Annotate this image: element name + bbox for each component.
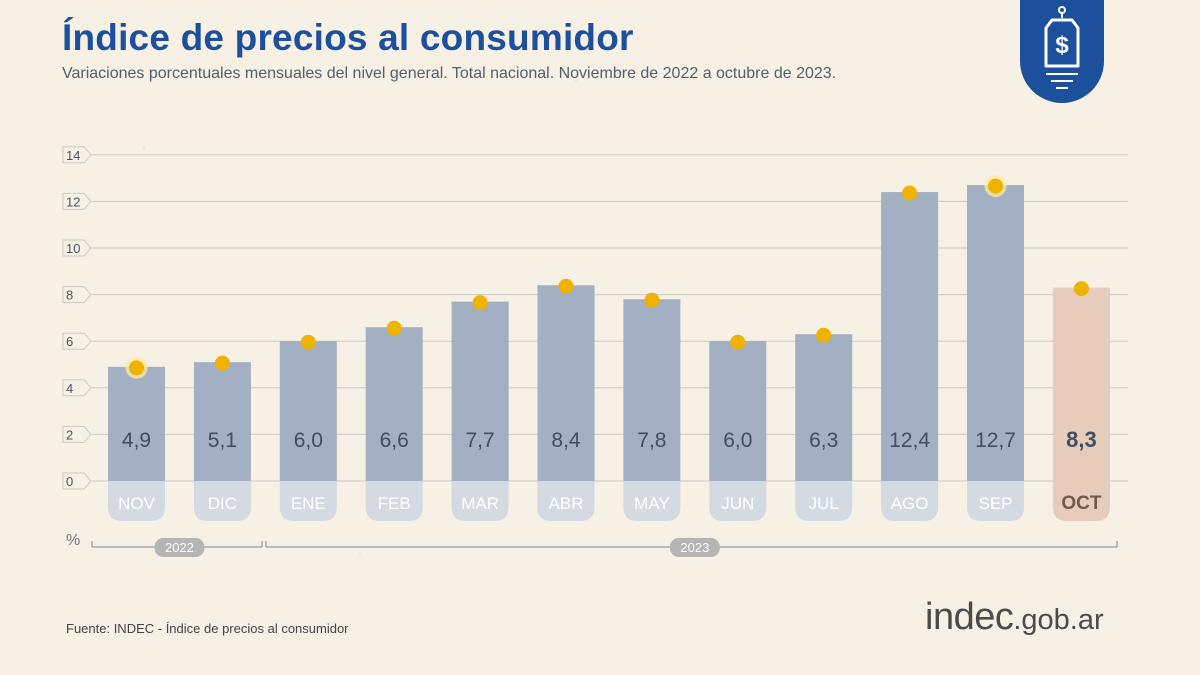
- month-label: SEP: [978, 494, 1012, 513]
- logo-symbol: $: [1055, 32, 1069, 59]
- month-pill: [451, 481, 509, 521]
- month-pill: [795, 481, 853, 521]
- month-label: OCT: [1061, 493, 1102, 514]
- source-note: Fuente: INDEC - Índice de precios al con…: [66, 621, 349, 636]
- gridlines: 0 2 4 6 8 10 12 14: [62, 146, 1128, 490]
- bar: [451, 301, 509, 481]
- bar: [623, 299, 681, 481]
- y-tick-label: 8: [66, 288, 73, 303]
- bar: [1052, 287, 1110, 481]
- bar: [709, 341, 767, 481]
- month-label: NOV: [118, 494, 156, 513]
- month-pill: [709, 481, 767, 521]
- data-marker: [300, 334, 316, 350]
- y-tick-marker: [62, 192, 92, 210]
- month-pill: [881, 481, 939, 521]
- bar: [795, 334, 853, 481]
- value-label: 8,4: [551, 429, 581, 452]
- brand-main: indec: [925, 596, 1014, 638]
- page-subtitle: Variaciones porcentuales mensuales del n…: [62, 65, 837, 82]
- year-groups: 2022 2023: [91, 538, 1118, 557]
- logo-svg: $: [1044, 6, 1080, 89]
- month-pill: [537, 481, 595, 521]
- month-pill: [193, 481, 251, 521]
- bar: [537, 285, 595, 481]
- month-label: JUL: [809, 494, 839, 513]
- month-pill: [623, 481, 681, 521]
- data-marker: [386, 320, 402, 336]
- bar: [365, 327, 423, 481]
- month-pill: [365, 481, 423, 521]
- month-label: MAR: [461, 494, 499, 513]
- month-labels: NOV DIC ENE FEB MAR ABR MAY JUN JUL AGO SEP OCT: [108, 481, 1110, 521]
- value-label: 12,7: [975, 429, 1016, 452]
- y-tick-label: 4: [66, 381, 73, 396]
- data-marker: [1073, 281, 1089, 297]
- data-marker: [816, 327, 832, 343]
- y-tick-marker: [62, 239, 92, 257]
- data-marker: [214, 355, 230, 371]
- value-label: 6,0: [294, 429, 323, 452]
- y-tick-label: 12: [66, 194, 80, 209]
- bar: [108, 366, 165, 481]
- value-label: 4,9: [122, 429, 151, 452]
- data-marker: [558, 278, 574, 294]
- year-pill: [154, 538, 205, 557]
- y-tick-label: 6: [66, 334, 73, 349]
- month-label: JUN: [721, 494, 754, 513]
- month-pill: [1052, 481, 1110, 521]
- month-pill: [967, 481, 1024, 521]
- data-marker: [129, 360, 144, 376]
- bar: [881, 192, 939, 481]
- month-pill: [279, 481, 337, 521]
- month-label: ENE: [291, 494, 326, 513]
- data-marker: [472, 295, 488, 311]
- bar: [193, 362, 251, 481]
- month-label: AGO: [891, 494, 929, 513]
- value-label: 6,3: [809, 429, 838, 452]
- year-pill: [669, 538, 720, 557]
- value-label: 8,3: [1066, 427, 1097, 452]
- y-tick-marker: [62, 425, 92, 443]
- month-label: MAY: [634, 494, 670, 513]
- month-pill: [108, 481, 165, 521]
- y-tick-marker: [62, 332, 92, 350]
- y-tick-marker: [62, 379, 92, 397]
- y-unit-label: %: [66, 532, 80, 549]
- month-label: FEB: [378, 494, 411, 513]
- y-tick-label: 14: [66, 148, 80, 163]
- bars: [108, 185, 1110, 481]
- page-title: Índice de precios al consumidor: [62, 17, 634, 58]
- value-label: 6,0: [723, 429, 752, 452]
- y-tick-marker: [62, 472, 92, 490]
- data-marker: [988, 178, 1003, 194]
- value-label: 5,1: [208, 429, 237, 452]
- y-tick-marker: [62, 286, 92, 304]
- value-label: 7,8: [637, 429, 666, 452]
- value-label: 12,4: [889, 429, 930, 452]
- markers: [125, 175, 1089, 379]
- value-labels: 4,9 5,1 6,0 6,6 7,7 8,4 7,8 6,0 6,3 12,4 12,7 8,3: [122, 427, 1097, 452]
- year-label: 2022: [165, 540, 194, 555]
- brand-domain: .gob.ar: [1013, 604, 1104, 636]
- data-marker: [902, 185, 918, 201]
- value-label: 7,7: [465, 429, 494, 452]
- data-marker: [730, 334, 746, 350]
- indec-brand: indec.gob.ar: [925, 598, 1104, 636]
- y-tick-marker: [62, 146, 92, 164]
- y-tick-label: 0: [66, 474, 73, 489]
- price-tag-dollar-icon: $: [1020, 0, 1104, 103]
- y-tick-label: 10: [66, 241, 80, 256]
- month-label: DIC: [208, 494, 237, 513]
- data-marker: [644, 292, 660, 308]
- y-tick-label: 2: [66, 427, 73, 442]
- bar: [967, 185, 1024, 481]
- value-label: 6,6: [380, 429, 409, 452]
- year-label: 2023: [680, 540, 709, 555]
- month-label: ABR: [549, 494, 584, 513]
- bar: [279, 341, 337, 481]
